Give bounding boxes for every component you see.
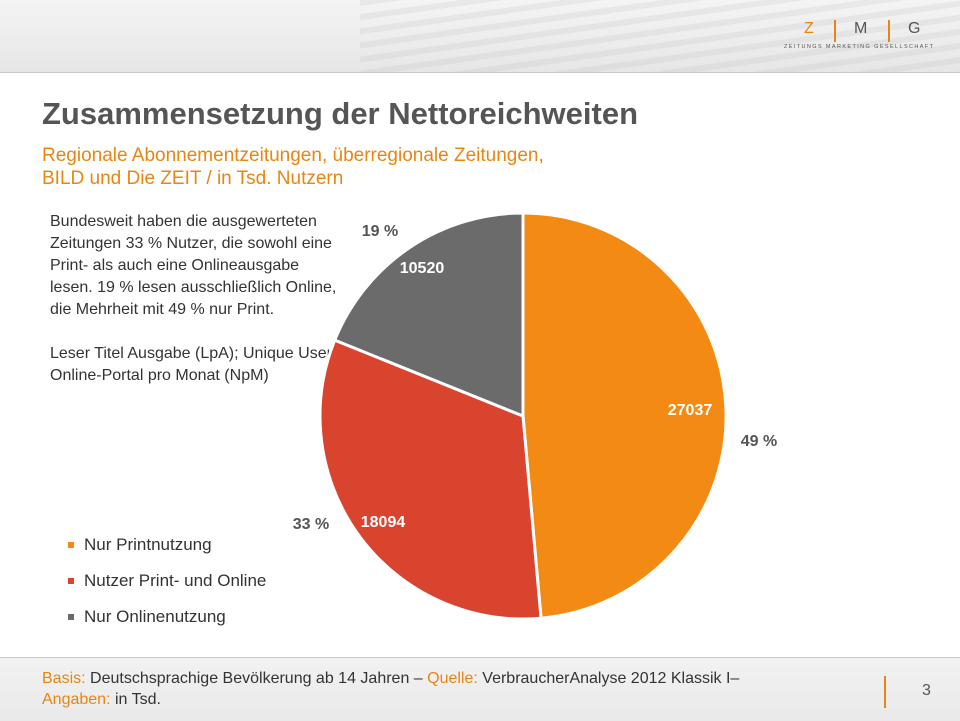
logo-letter-m: M: [854, 20, 869, 37]
legend-swatch-online: [68, 614, 74, 620]
slide-header: Z M G ZEITUNGS MARKETING GESELLSCHAFT: [0, 0, 960, 72]
slide-subtitle: Regionale Abonnementzeitungen, überregio…: [42, 144, 544, 190]
footer-accent-bar: [884, 676, 886, 708]
pie-slice-print-online: [318, 338, 543, 621]
zmg-logo: Z M G ZEITUNGS MARKETING GESELLSCHAFT: [784, 20, 942, 54]
footer-angaben-label: Angaben:: [42, 691, 111, 708]
legend-item-online: Nur Onlinenutzung: [68, 604, 266, 640]
footer-quelle-label: Quelle:: [427, 670, 478, 687]
legend-label-online: Nur Onlinenutzung: [84, 607, 226, 626]
legend-item-print: Nur Printnutzung: [68, 532, 266, 568]
percent-label-print: 49 %: [741, 433, 777, 450]
pie-slice-print: [521, 211, 728, 620]
footer-divider: [0, 657, 960, 658]
subtitle-line-2: BILD und Die ZEIT / in Tsd. Nutzern: [42, 168, 344, 189]
subtitle-line-1: Regionale Abonnementzeitungen, überregio…: [42, 145, 544, 166]
footer-basis-label: Basis:: [42, 670, 86, 687]
legend-label-print-online: Nutzer Print- und Online: [84, 571, 267, 590]
logo-separator: [888, 20, 890, 42]
logo-separator: [834, 20, 836, 42]
data-label-print: 27037: [668, 402, 713, 419]
slide-title: Zusammensetzung der Nettoreichweiten: [42, 96, 639, 131]
data-label-online: 10520: [400, 260, 445, 277]
legend-item-print-online: Nutzer Print- und Online: [68, 568, 266, 604]
legend-swatch-print: [68, 542, 74, 548]
chart-legend: Nur Printnutzung Nutzer Print- und Onlin…: [68, 532, 266, 640]
description-paragraph-2: Leser Titel Ausgabe (LpA); Unique User O…: [50, 345, 332, 384]
footer-quelle-text: VerbraucherAnalyse 2012 Klassik I–: [477, 670, 740, 687]
percent-label-print-online: 33 %: [293, 516, 329, 533]
legend-label-print: Nur Printnutzung: [84, 535, 212, 554]
header-background-texture: [360, 0, 960, 72]
logo-letter-g: G: [908, 20, 922, 37]
description-text: Bundesweit haben die ausgewerteten Zeitu…: [50, 211, 340, 387]
logo-subline: ZEITUNGS MARKETING GESELLSCHAFT: [784, 44, 935, 50]
pie-slice-online: [333, 211, 525, 418]
description-paragraph-1: Bundesweit haben die ausgewerteten Zeitu…: [50, 213, 337, 318]
legend-swatch-print-online: [68, 578, 74, 584]
header-divider: [0, 72, 960, 73]
logo-letter-z: Z: [804, 20, 815, 37]
percent-label-online: 19 %: [362, 223, 398, 240]
footer-angaben-text: in Tsd.: [110, 691, 161, 708]
data-label-print-online: 18094: [361, 514, 406, 531]
footer-basis-text: Deutschsprachige Bevölkerung ab 14 Jahre…: [85, 670, 428, 687]
slide-footer: Basis: Deutschsprachige Bevölkerung ab 1…: [0, 658, 960, 721]
page-number: 3: [922, 682, 931, 699]
footer-source-note: Basis: Deutschsprachige Bevölkerung ab 1…: [42, 668, 872, 710]
